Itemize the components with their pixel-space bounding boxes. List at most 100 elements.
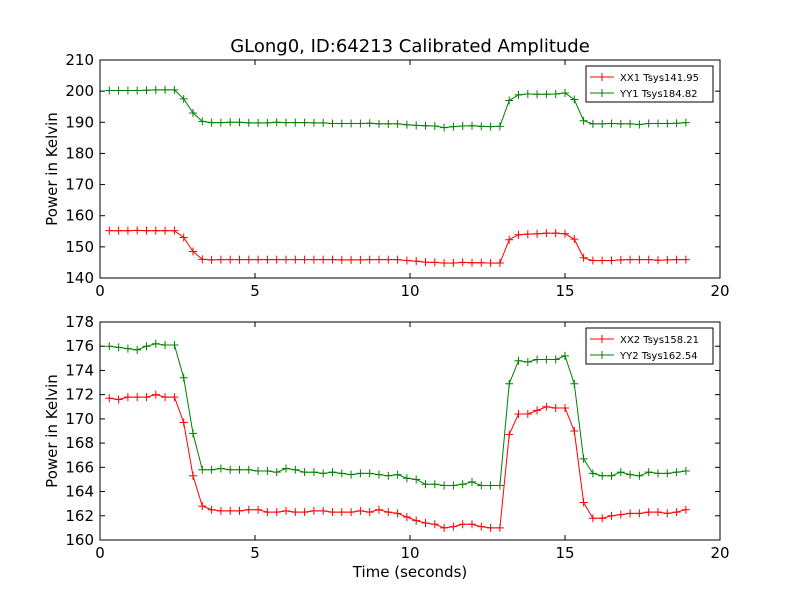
data-point-marker [216,255,225,264]
data-point-marker [235,118,244,127]
data-point-marker [523,230,532,239]
data-point-marker [430,258,439,267]
data-point-marker [579,253,588,262]
data-point-marker [654,119,662,128]
data-point-marker [393,255,402,264]
y-tick-label: 200 [65,82,94,100]
data-point-marker [105,226,114,235]
data-point-marker [635,509,644,518]
data-point-marker [440,481,449,490]
data-point-marker [347,119,356,128]
data-point-marker [328,255,337,264]
data-point-marker [402,474,411,483]
data-point-marker [477,481,486,490]
data-point-marker [607,511,616,520]
data-point-marker [468,477,476,486]
data-point-marker [468,258,476,267]
data-point-marker [375,505,383,514]
data-point-marker [486,122,495,131]
data-point-marker [672,119,681,128]
data-point-marker [663,255,672,264]
data-point-marker [375,470,383,479]
data-point-marker [384,471,393,480]
data-point-marker [207,255,216,264]
data-point-marker [142,86,151,95]
y-tick-label: 160 [65,531,94,549]
y-tick-label: 174 [65,361,94,379]
data-point-marker [282,118,290,127]
data-point-marker [495,259,504,268]
data-point-marker [626,470,635,479]
data-point-marker [189,429,197,438]
data-point-marker [523,410,532,419]
data-point-marker [328,508,337,517]
data-point-marker [356,469,365,478]
data-point-marker [207,118,216,127]
y-tick-label: 166 [65,458,94,476]
data-point-marker [616,510,625,519]
data-point-marker [291,118,300,127]
y-tick-label: 176 [65,337,94,355]
data-point-marker [579,454,588,463]
data-point-marker [681,255,690,264]
x-tick-label: 10 [400,282,419,300]
data-point-marker [142,342,151,351]
data-point-marker [486,259,495,268]
data-point-marker [337,255,346,264]
data-point-marker [495,481,504,490]
data-point-marker [402,120,411,129]
data-point-marker [319,506,328,515]
x-tick-label: 20 [710,544,729,562]
data-point-marker [123,86,132,95]
x-tick-label: 10 [400,544,419,562]
data-point-marker [514,410,523,419]
data-point-marker [561,351,569,360]
data-point-marker [393,470,402,479]
data-point-marker [384,255,393,264]
data-point-marker [514,230,523,239]
data-point-marker [216,464,225,473]
data-point-marker [542,355,551,364]
data-point-marker [291,255,300,264]
data-point-marker [347,470,356,479]
data-point-marker [365,508,374,517]
data-point-marker [263,508,272,517]
data-point-marker [570,95,579,104]
data-point-marker [505,235,514,244]
data-point-marker [337,119,346,128]
legend-swatch-marker [598,335,606,343]
data-point-marker [570,427,579,435]
data-point-marker [282,506,290,515]
y-tick-label: 160 [65,207,94,225]
data-point-marker [282,255,290,264]
data-point-marker [198,502,207,511]
data-point-marker [151,390,160,399]
data-point-marker [179,94,188,103]
top-plot: 0 5 10 15 20 140 150 160 170 180 190 200 210 Power in… [43,51,730,300]
data-point-marker [198,465,207,474]
x-tick-label: 15 [555,282,574,300]
data-point-marker [291,465,300,474]
y-tick-label: 190 [65,113,94,131]
data-point-marker [607,119,616,128]
data-point-marker [226,465,235,474]
data-point-marker [216,118,225,127]
data-point-marker [458,122,467,131]
data-point-marker [198,117,207,126]
data-point-marker [300,118,309,127]
data-point-marker [579,116,588,125]
data-point-marker [681,118,690,127]
data-point-marker [542,229,551,238]
data-point-marker [458,258,467,267]
data-point-marker [114,226,123,235]
data-point-marker [663,469,672,478]
data-point-marker [198,255,207,264]
data-point-marker [551,355,560,364]
data-point-marker [365,469,374,478]
data-point-marker [170,341,179,350]
data-point-marker [300,508,309,517]
data-point-marker [449,122,458,131]
data-point-marker [263,466,272,475]
data-point-marker [151,85,160,94]
